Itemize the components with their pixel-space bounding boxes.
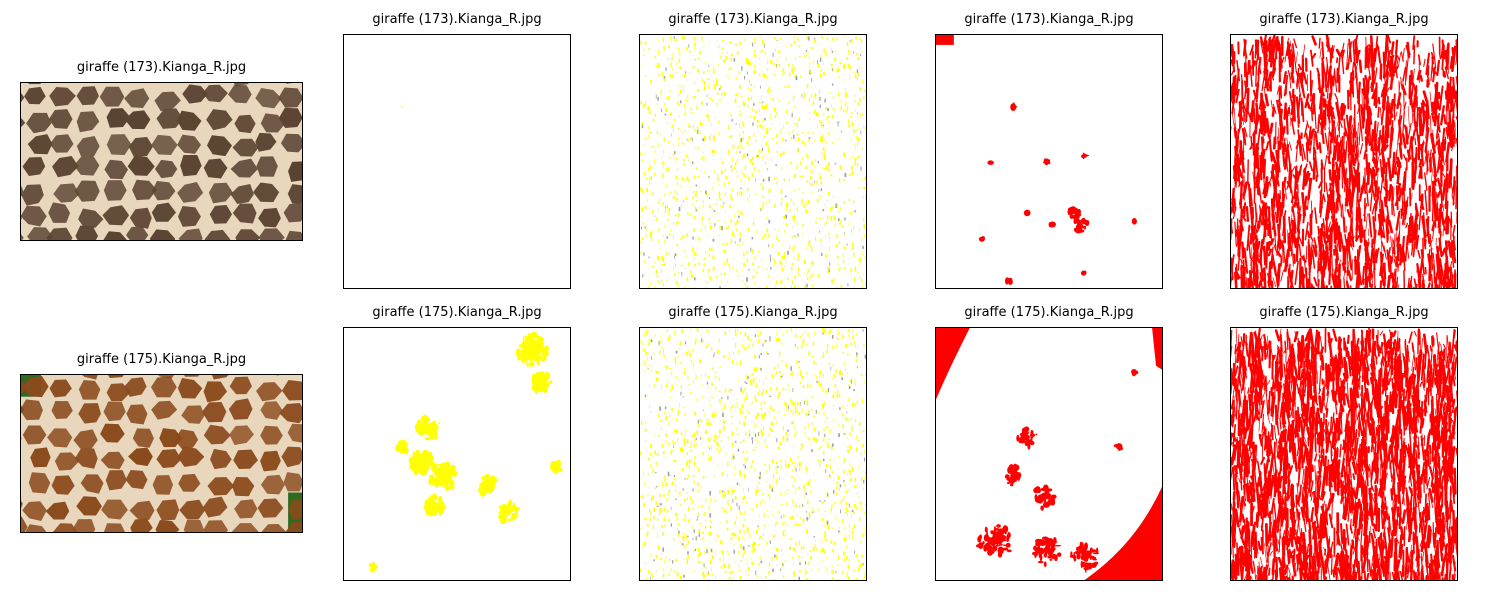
yellow-noise-image	[639, 327, 867, 581]
panel-title: giraffe (175).Kianga_R.jpg	[1259, 305, 1429, 320]
panel-title: giraffe (175).Kianga_R.jpg	[372, 305, 542, 320]
yellow-noise-image	[639, 34, 867, 289]
red-mask-image	[935, 34, 1163, 289]
red-mask-image	[935, 327, 1163, 581]
panel-title: giraffe (175).Kianga_R.jpg	[668, 305, 838, 320]
panel-title: giraffe (173).Kianga_R.jpg	[76, 60, 247, 75]
panel-title: giraffe (175).Kianga_R.jpg	[964, 305, 1134, 320]
panel-title: giraffe (173).Kianga_R.jpg	[1259, 12, 1429, 27]
yellow-mask-image	[343, 34, 571, 289]
giraffe-photo-175	[20, 374, 303, 533]
yellow-mask-image	[343, 327, 571, 581]
panel-title: giraffe (173).Kianga_R.jpg	[964, 12, 1134, 27]
red-texture-image	[1230, 327, 1458, 581]
giraffe-photo-173	[20, 82, 303, 241]
panel-title: giraffe (173).Kianga_R.jpg	[668, 12, 838, 27]
panel-title: giraffe (173).Kianga_R.jpg	[372, 12, 542, 27]
panel-title: giraffe (175).Kianga_R.jpg	[76, 352, 247, 367]
red-texture-image	[1230, 34, 1458, 289]
